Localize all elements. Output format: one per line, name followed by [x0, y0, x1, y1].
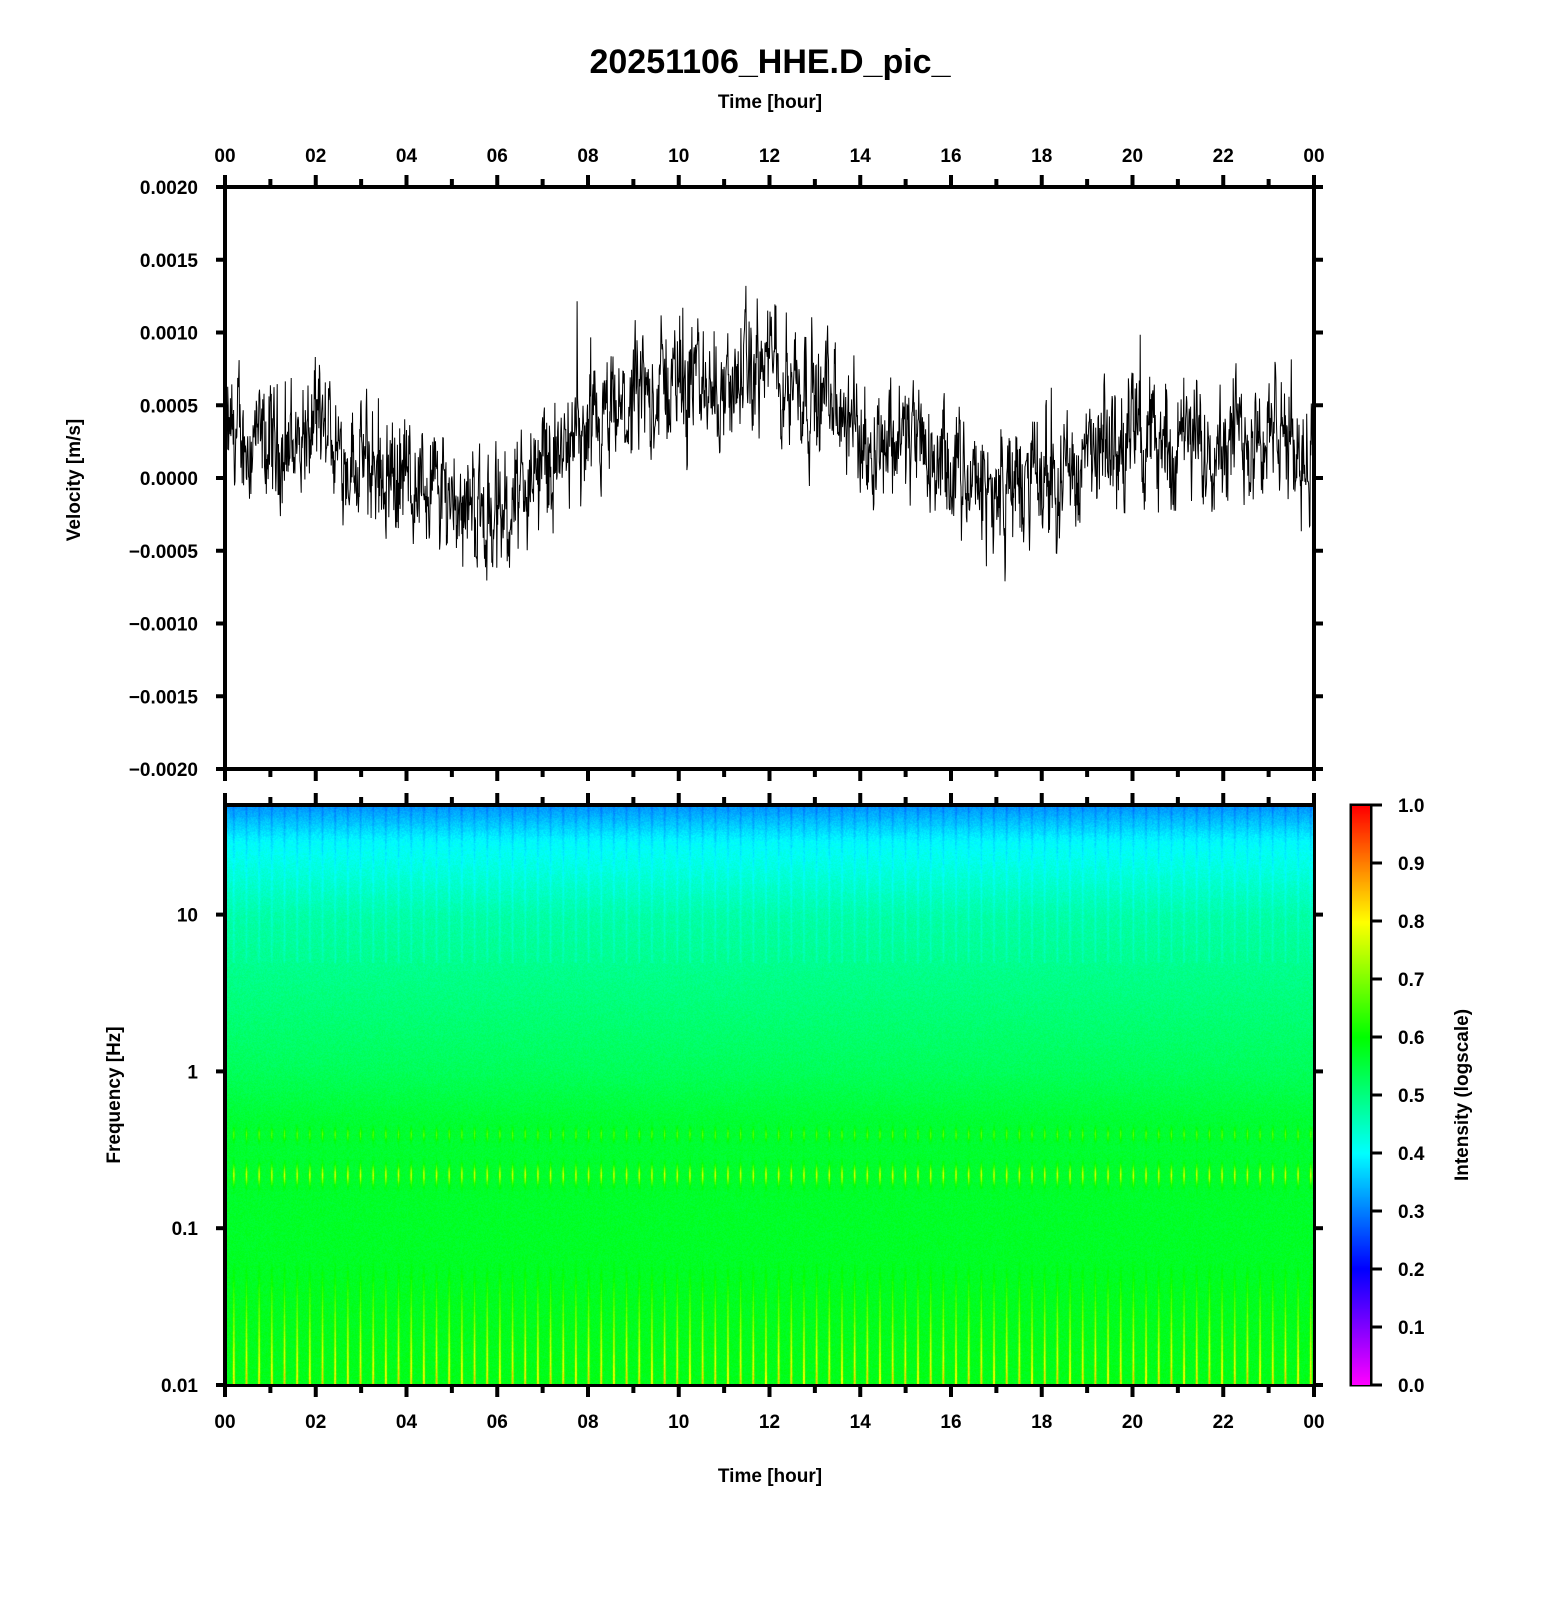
colorbar-tick-label: 0.8 — [1398, 912, 1424, 933]
velocity-tick-label: −0.0015 — [129, 687, 199, 708]
colorbar-gradient — [1352, 806, 1370, 1385]
frequency-tick-label: 10 — [177, 906, 198, 927]
frequency-y-axis-label: Frequency [Hz] — [104, 1026, 125, 1163]
velocity-tick-label: 0.0010 — [140, 324, 198, 345]
bottom-x-tick-label: 20 — [1122, 1412, 1143, 1433]
chart-title: 20251106_HHE.D_pic_ — [589, 43, 951, 81]
colorbar-tick-label: 0.0 — [1398, 1376, 1424, 1397]
velocity-tick-label: 0.0015 — [140, 251, 199, 272]
colorbar-tick-label: 0.5 — [1398, 1086, 1425, 1107]
top-x-tick-label: 06 — [487, 146, 508, 167]
velocity-tick-label: 0.0005 — [140, 396, 199, 417]
colorbar-tick-label: 1.0 — [1398, 796, 1424, 817]
top-x-tick-label: 18 — [1031, 146, 1052, 167]
spectrogram-image — [227, 807, 1313, 1384]
top-x-tick-label: 10 — [668, 146, 689, 167]
frequency-tick-label: 0.01 — [161, 1376, 198, 1397]
top-x-tick-label: 00 — [1303, 146, 1324, 167]
bottom-x-tick-label: 22 — [1213, 1412, 1234, 1433]
bottom-x-tick-label: 00 — [1303, 1412, 1324, 1433]
top-x-axis-label: Time [hour] — [718, 92, 822, 113]
velocity-trace — [224, 285, 1315, 582]
top-x-tick-label: 16 — [940, 146, 961, 167]
colorbar-tick-label: 0.9 — [1398, 854, 1424, 875]
bottom-x-tick-label: 02 — [305, 1412, 326, 1433]
frequency-tick-label: 0.1 — [172, 1219, 199, 1240]
top-x-tick-label: 08 — [577, 146, 598, 167]
velocity-tick-label: 0.0000 — [140, 469, 198, 490]
bottom-x-tick-label: 04 — [396, 1412, 418, 1433]
top-x-tick-label: 04 — [396, 146, 418, 167]
top-x-tick-label: 20 — [1122, 146, 1143, 167]
bottom-x-tick-label: 18 — [1031, 1412, 1052, 1433]
colorbar-tick-label: 0.7 — [1398, 970, 1424, 991]
top-x-tick-label: 02 — [305, 146, 326, 167]
bottom-x-tick-label: 10 — [668, 1412, 689, 1433]
top-x-tick-label: 14 — [850, 146, 872, 167]
frequency-tick-label: 1 — [187, 1062, 198, 1083]
colorbar-tick-label: 0.3 — [1398, 1202, 1424, 1223]
velocity-y-axis-label: Velocity [m/s] — [64, 419, 85, 542]
colorbar-tick-label: 0.4 — [1398, 1144, 1425, 1165]
top-x-tick-label: 12 — [759, 146, 780, 167]
colorbar-tick-label: 0.2 — [1398, 1260, 1424, 1281]
bottom-x-tick-label: 12 — [759, 1412, 780, 1433]
bottom-x-tick-label: 16 — [940, 1412, 961, 1433]
velocity-trace-line — [224, 285, 1315, 582]
bottom-x-axis-label: Time [hour] — [718, 1466, 822, 1487]
velocity-tick-label: 0.0020 — [140, 178, 198, 199]
bottom-x-tick-label: 08 — [577, 1412, 598, 1433]
velocity-tick-label: −0.0020 — [129, 760, 198, 781]
colorbar-label: Intensity (logscale) — [1452, 1009, 1473, 1181]
top-x-tick-label: 22 — [1213, 146, 1234, 167]
velocity-tick-label: −0.0010 — [129, 615, 198, 636]
top-x-tick-label: 00 — [214, 146, 235, 167]
bottom-x-tick-label: 14 — [850, 1412, 872, 1433]
bottom-x-tick-label: 06 — [487, 1412, 508, 1433]
velocity-tick-label: −0.0005 — [129, 542, 199, 563]
bottom-x-tick-label: 00 — [214, 1412, 235, 1433]
colorbar-tick-label: 0.1 — [1398, 1318, 1425, 1339]
colorbar-tick-label: 0.6 — [1398, 1028, 1424, 1049]
